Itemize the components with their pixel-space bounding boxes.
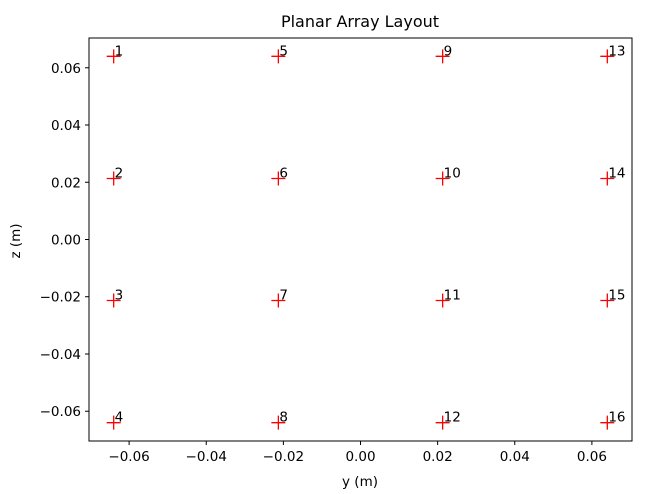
y-tick-label: 0.02	[51, 175, 81, 191]
plus-marker	[106, 293, 121, 308]
array-element-3: 3	[106, 287, 124, 308]
plus-marker	[106, 171, 121, 186]
array-element-6: 6	[271, 166, 288, 186]
array-element-8: 8	[271, 410, 288, 430]
element-label: 5	[279, 43, 288, 59]
x-tick-label: −0.06	[108, 449, 149, 465]
x-tick-label: 0.06	[577, 449, 607, 465]
plus-marker	[600, 293, 615, 308]
plus-marker	[106, 415, 121, 430]
element-label: 4	[115, 410, 124, 426]
array-element-9: 9	[435, 43, 453, 64]
array-element-14: 14	[600, 166, 626, 186]
y-tick-label: −0.02	[40, 290, 81, 306]
x-tick-label: 0.00	[345, 449, 375, 465]
element-label: 9	[444, 43, 453, 59]
element-label: 14	[608, 166, 625, 182]
plot-frame	[88, 37, 633, 442]
array-element-1: 1	[106, 43, 124, 64]
x-tick-label: −0.04	[186, 449, 227, 465]
plus-marker	[435, 49, 450, 64]
element-label: 13	[608, 43, 625, 59]
element-label: 11	[444, 287, 461, 303]
array-element-10: 10	[435, 166, 461, 186]
y-axis-label: z (m)	[8, 223, 24, 258]
y-tick-label: 0.06	[51, 61, 81, 77]
plus-marker	[271, 49, 286, 64]
axis-ticks: −0.06 −0.04 −0.02 0.00 0.02 0.04 0.06 −0.06 −0.0…	[40, 61, 607, 465]
array-element-15: 15	[600, 287, 626, 308]
plus-marker	[435, 171, 450, 186]
plus-marker	[435, 293, 450, 308]
element-label: 1	[115, 43, 124, 59]
plus-marker	[271, 293, 286, 308]
array-element-12: 12	[435, 410, 461, 430]
element-label: 8	[279, 410, 288, 426]
array-element-13: 13	[600, 43, 626, 64]
element-label: 3	[115, 287, 124, 303]
y-tick-label: −0.04	[40, 347, 81, 363]
plus-marker	[106, 49, 121, 64]
element-label: 12	[444, 410, 461, 426]
element-label: 10	[444, 166, 461, 182]
array-element-5: 5	[271, 43, 288, 64]
array-element-7: 7	[271, 287, 288, 308]
plus-marker	[271, 171, 286, 186]
element-label: 6	[279, 166, 288, 182]
x-tick-label: −0.02	[263, 449, 304, 465]
array-element-11: 11	[435, 287, 461, 308]
element-label: 2	[115, 166, 124, 182]
x-tick-label: 0.02	[423, 449, 453, 465]
y-tick-label: 0.04	[51, 118, 81, 134]
plus-marker	[435, 415, 450, 430]
element-label: 15	[608, 287, 625, 303]
x-tick-label: 0.04	[500, 449, 530, 465]
plus-marker	[600, 415, 615, 430]
y-tick-label: 0.00	[51, 233, 81, 249]
x-axis-label: y (m)	[342, 474, 378, 490]
y-tick-label: −0.06	[40, 404, 81, 420]
array-element-16: 16	[600, 410, 626, 430]
plus-marker	[600, 49, 615, 64]
array-element-2: 2	[106, 166, 124, 186]
array-element-4: 4	[106, 410, 124, 430]
element-label: 16	[608, 410, 625, 426]
plus-marker	[600, 171, 615, 186]
chart-title: Planar Array Layout	[281, 12, 439, 31]
element-label: 7	[279, 287, 288, 303]
plus-marker	[271, 415, 286, 430]
